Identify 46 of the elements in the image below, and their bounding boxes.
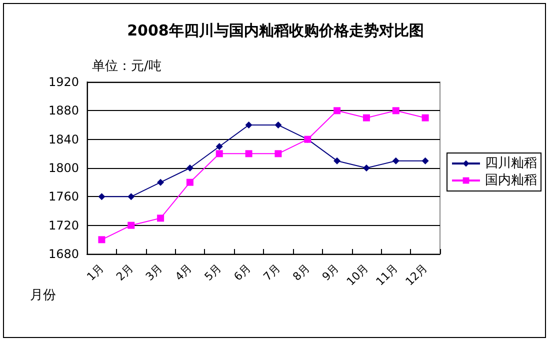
y-tick-label: 1680 [48,247,79,261]
point [128,193,135,200]
x-tick-label: 10月 [344,261,372,288]
y-tick-label: 1760 [48,190,79,204]
legend-label: 国内籼稻 [485,173,537,188]
x-axis-title: 月份 [30,288,56,303]
point [98,236,106,244]
point [274,150,282,158]
x-tick-label: 12月 [403,261,430,288]
point [186,178,194,186]
x-tick-label: 3月 [143,261,166,284]
y-tick-label: 1720 [48,218,79,232]
point [128,222,135,229]
point [216,150,223,158]
x-tick-label: 9月 [320,261,342,284]
point [157,214,164,222]
point [392,107,400,114]
point [334,107,341,114]
point [245,122,252,128]
legend-label: 四川籼稻 [485,156,537,171]
chart-title: 2008年四川与国内籼稻收购价格走势对比图 [127,22,424,40]
point [362,164,370,172]
x-tick-label: 8月 [290,261,312,284]
point [216,143,223,150]
point [186,164,194,172]
y-tick-label: 1840 [48,132,79,146]
x-tick-label: 2月 [114,261,136,284]
point [157,178,164,186]
point [274,122,282,128]
x-tick-label: 11月 [374,261,400,288]
point [245,150,252,158]
point [362,114,370,122]
y-tick-label: 1880 [48,104,79,118]
point [334,157,341,164]
x-tick-label: 7月 [260,261,283,284]
point [392,157,400,164]
x-tick-label: 4月 [172,261,195,284]
y-tick-label: 1800 [48,161,79,175]
y-tick-label: 1920 [48,75,79,89]
point [422,157,429,164]
text: 单位：元/吨 [92,59,162,74]
x-tick-label: 1月 [84,261,106,284]
point [422,114,429,122]
x-tick-label: 5月 [202,261,224,284]
x-tick-label: 6月 [231,261,254,284]
point [98,193,106,200]
